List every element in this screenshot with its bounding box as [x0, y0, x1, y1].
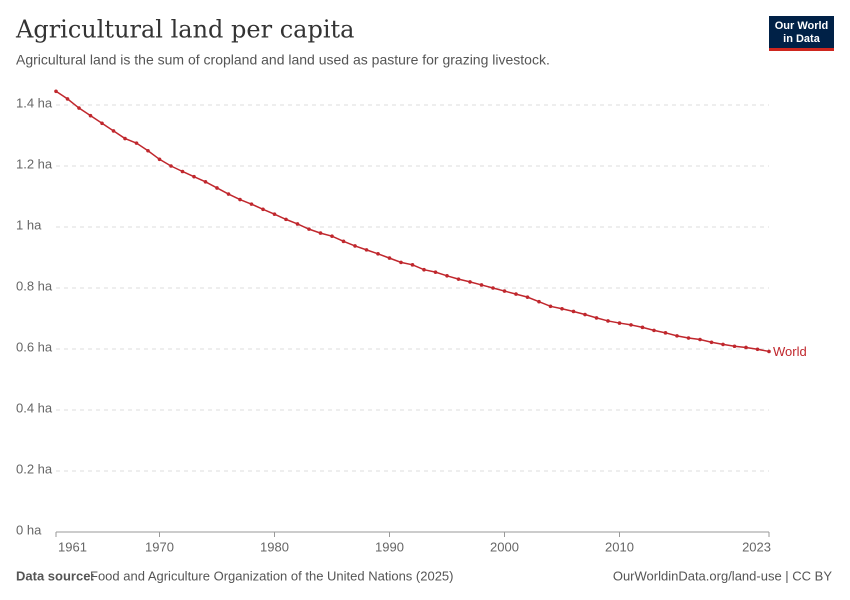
x-tick-label: 1961 [58, 539, 87, 554]
data-point [514, 292, 518, 296]
data-point [767, 349, 771, 354]
data-point [100, 121, 104, 126]
x-tick-label: 2000 [490, 539, 519, 554]
data-point [54, 89, 58, 94]
data-point [307, 227, 311, 231]
data-point [709, 340, 714, 345]
data-point [502, 289, 507, 293]
data-point [560, 306, 564, 311]
data-point [65, 97, 70, 101]
data-point [629, 323, 633, 327]
data-point [111, 129, 116, 133]
data-point [169, 164, 173, 168]
data-point [146, 148, 150, 153]
data-point [479, 283, 484, 287]
data-point [410, 263, 415, 267]
data-point [330, 234, 334, 238]
data-point [617, 321, 622, 325]
data-point [548, 304, 553, 309]
data-point [134, 141, 139, 145]
series-line [55, 90, 770, 353]
y-tick-label: 0.4 ha [16, 400, 53, 415]
data-point [537, 299, 541, 304]
data-point [456, 277, 461, 281]
data-point [399, 260, 403, 265]
data-point [238, 197, 242, 202]
data-point [755, 347, 760, 352]
data-point [675, 334, 679, 338]
data-point [249, 202, 254, 206]
data-point [123, 136, 127, 141]
data-point [445, 274, 449, 278]
y-tick-label: 1 ha [16, 217, 42, 232]
logo-text[interactable]: in Data [783, 33, 821, 45]
data-point [387, 256, 392, 260]
data-point [284, 217, 288, 222]
data-point [652, 328, 656, 333]
data-point [341, 239, 346, 244]
series-label: World [773, 344, 807, 359]
data-point [468, 280, 472, 284]
data-point [606, 319, 610, 323]
source-link[interactable]: OurWorldinData.org/land-use | CC BY [613, 568, 833, 583]
data-point [215, 186, 219, 190]
data-point [261, 207, 265, 212]
data-point [491, 286, 495, 290]
x-tick-label: 2023 [742, 539, 771, 554]
logo-text[interactable]: Our World [775, 20, 829, 32]
data-point [525, 295, 530, 299]
source-label: Data source: [16, 568, 95, 583]
data-point [663, 331, 668, 335]
data-point [376, 252, 380, 256]
data-point [272, 212, 277, 216]
data-point [744, 345, 748, 350]
chart-title: Agricultural land per capita [15, 16, 354, 44]
logo[interactable]: Our World in Data [769, 16, 834, 51]
data-point [364, 248, 369, 252]
logo-box[interactable] [769, 16, 834, 50]
x-tick-label: 1980 [260, 539, 289, 554]
data-point [203, 180, 208, 184]
data-point [583, 312, 587, 317]
plot-area: 0 ha 0.2 ha 0.4 ha 0.6 ha 0.8 ha 1 ha 1.2 ha 1.… [16, 89, 807, 554]
y-tick-label: 0 ha [16, 522, 42, 537]
data-point [571, 309, 576, 314]
y-tick-label: 1.4 ha [16, 95, 53, 110]
data-point [721, 342, 725, 347]
x-tick-label: 1970 [145, 539, 174, 554]
data-point [192, 174, 196, 179]
y-tick-label: 0.6 ha [16, 339, 53, 354]
data-point [77, 106, 81, 110]
data-point [318, 231, 323, 235]
data-point [422, 267, 426, 272]
chart-subtitle: Agricultural land is the sum of cropland… [16, 52, 550, 68]
y-tick-label: 1.2 ha [16, 156, 53, 171]
x-tick-label: 1990 [375, 539, 404, 554]
data-point [732, 344, 737, 349]
data-point [157, 157, 162, 162]
data-point [88, 113, 93, 118]
data-point [594, 316, 599, 320]
x-tick-label: 2010 [605, 539, 634, 554]
data-point [686, 336, 691, 340]
y-tick-label: 0.2 ha [16, 461, 53, 476]
y-tick-label: 0.8 ha [16, 278, 53, 293]
data-point [433, 270, 438, 274]
source: Food and Agriculture Organization of the… [90, 568, 454, 583]
data-point [295, 222, 300, 226]
data-point [180, 169, 185, 174]
data-point [226, 192, 231, 196]
data-point [698, 337, 702, 342]
data-point [353, 244, 357, 248]
logo-underline [769, 48, 834, 51]
data-point [640, 325, 645, 330]
